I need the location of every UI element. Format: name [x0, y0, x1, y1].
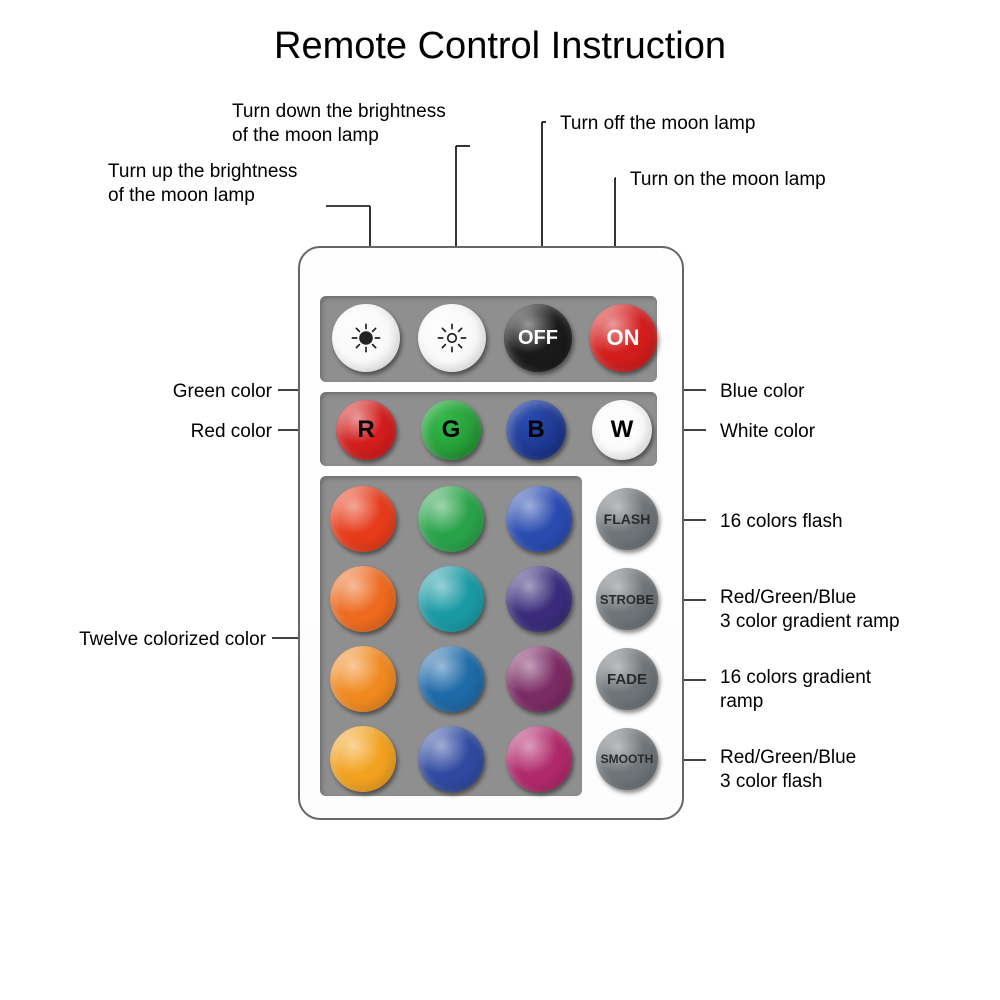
blue-button: B [506, 400, 566, 460]
fade-button: FADE [596, 648, 658, 710]
green-button: G [421, 400, 481, 460]
color-swatch-3-1 [418, 726, 484, 792]
brightness-up-button [332, 304, 400, 372]
color-swatch-0-1 [418, 486, 484, 552]
color-swatch-3-0 [330, 726, 396, 792]
off-button: OFF [504, 304, 572, 372]
label-flash: 16 colors flash [720, 510, 960, 534]
flash-button: FLASH [596, 488, 658, 550]
color-swatch-1-0 [330, 566, 396, 632]
color-swatch-1-1 [418, 566, 484, 632]
brightness-down-button [418, 304, 486, 372]
strobe-button: STROBE [596, 568, 658, 630]
on-button: ON [589, 304, 657, 372]
color-swatch-2-1 [418, 646, 484, 712]
white-button: W [592, 400, 652, 460]
label-fade: 16 colors gradient ramp [720, 666, 960, 714]
label-off: Turn off the moon lamp [560, 112, 800, 136]
color-swatch-0-2 [506, 486, 572, 552]
color-swatch-2-2 [506, 646, 572, 712]
page-title: Remote Control Instruction [0, 25, 1000, 68]
label-on: Turn on the moon lamp [630, 168, 870, 192]
label-brightUp: Turn up the brightness of the moon lamp [108, 160, 328, 208]
label-white: White color [720, 420, 920, 444]
label-twelve: Twelve colorized color [36, 628, 266, 652]
label-blue: Blue color [720, 380, 920, 404]
color-swatch-2-0 [330, 646, 396, 712]
color-swatch-0-0 [330, 486, 396, 552]
label-smooth: Red/Green/Blue 3 color flash [720, 746, 960, 794]
label-green: Green color [132, 380, 272, 404]
color-swatch-1-2 [506, 566, 572, 632]
label-brightDown: Turn down the brightness of the moon lam… [232, 100, 472, 148]
red-button: R [336, 400, 396, 460]
smooth-button: SMOOTH [596, 728, 658, 790]
label-strobe: Red/Green/Blue 3 color gradient ramp [720, 586, 960, 634]
label-red: Red color [132, 420, 272, 444]
color-swatch-3-2 [506, 726, 572, 792]
